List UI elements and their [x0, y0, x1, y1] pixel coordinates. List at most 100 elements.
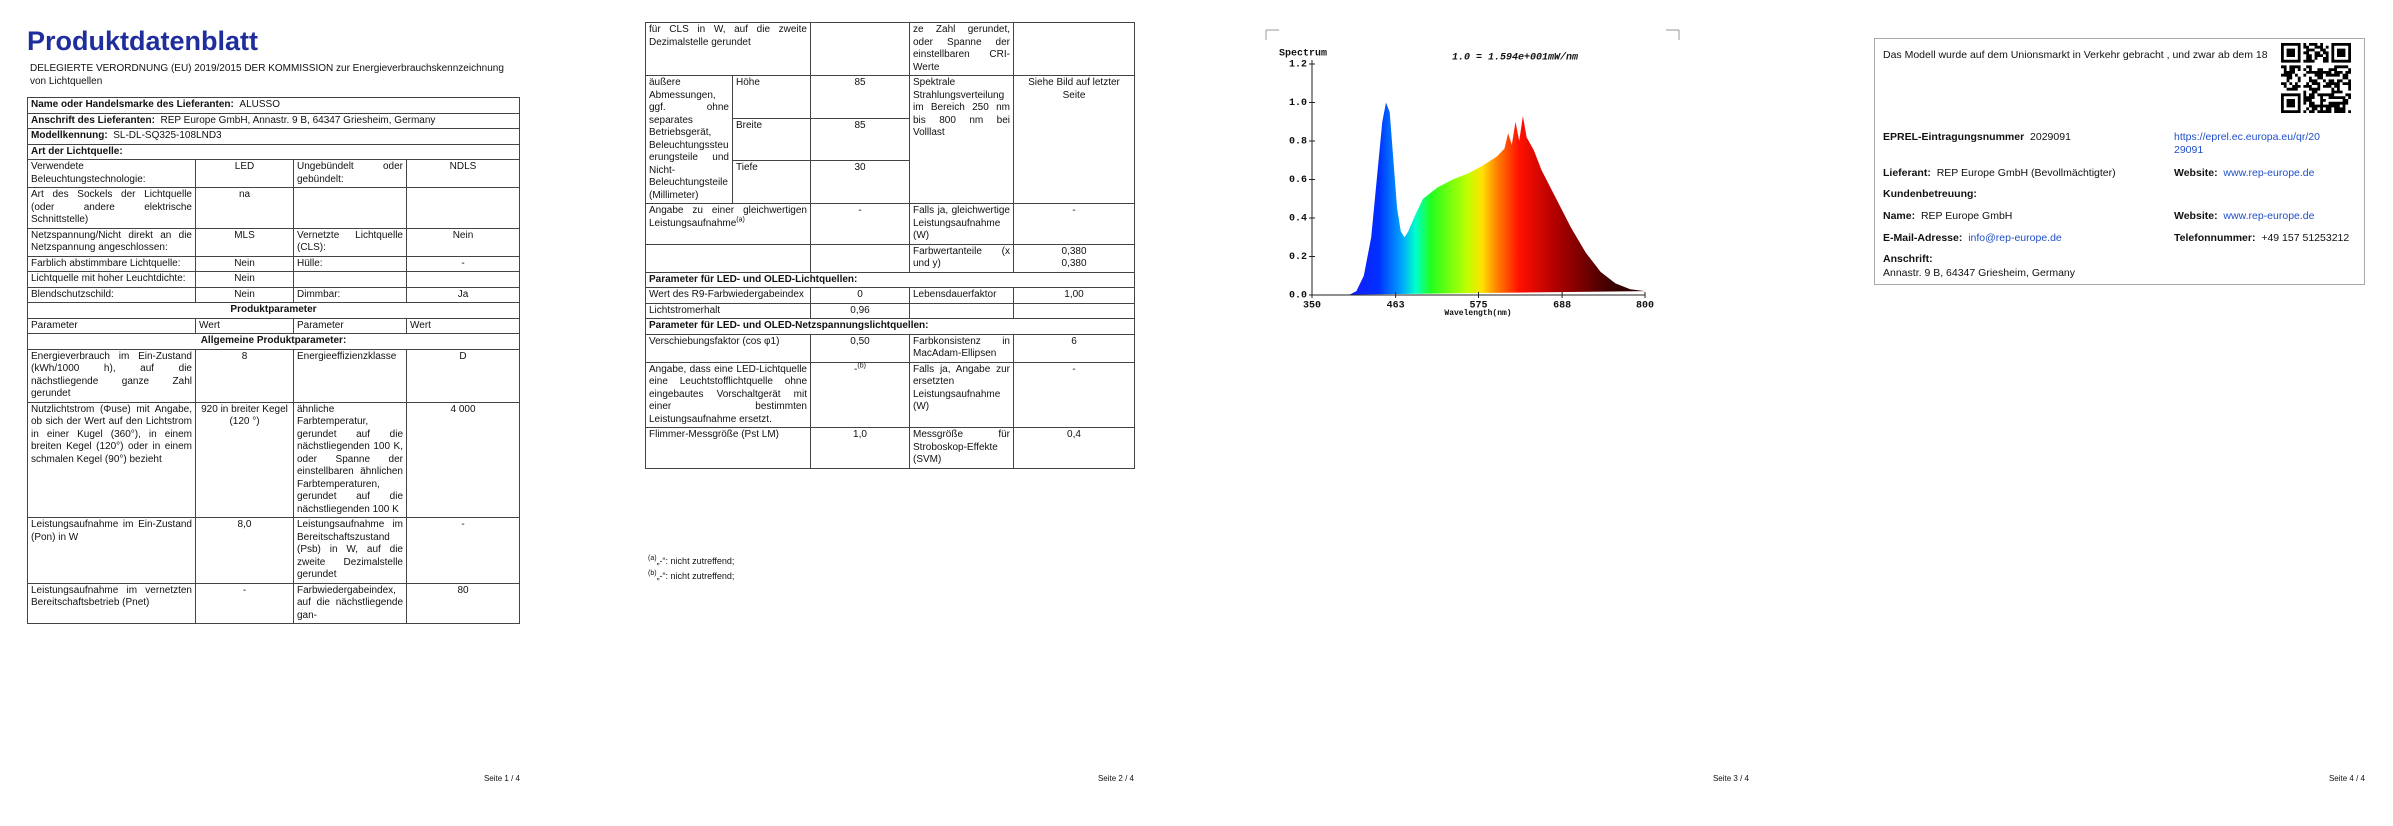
table-cell: ähnliche Farbtemperatur, gerundet auf di…	[293, 401, 407, 518]
field-label: Modellkennung:	[31, 130, 108, 141]
service-website: Website: www.rep-europe.de	[2174, 210, 2314, 222]
y-tick-label: 0.8	[1289, 137, 1307, 148]
field-label: Anschrift des Lieferanten:	[31, 114, 155, 126]
footnote-text: „-“: nicht zutreffend;	[656, 556, 735, 566]
field-value: REP Europe GmbH, Annastr. 9 B, 64347 Gri…	[160, 114, 436, 126]
table-row: Angabe zu einer gleichwertigen Leistungs…	[645, 203, 1135, 245]
table-cell: 8,0	[195, 517, 294, 584]
footnote: (b)„-“: nicht zutreffend;	[648, 570, 735, 581]
table-row: Breite 85	[646, 117, 1135, 162]
table-cell: -	[195, 582, 294, 624]
cell-text: Angabe zu einer gleichwertigen Leistungs…	[649, 205, 807, 229]
customer-service: Kundenbetreuung:	[1883, 188, 1977, 200]
field-value: REP Europe GmbH	[1920, 210, 2013, 222]
cell-text: -	[854, 363, 858, 375]
table-row: Art des Sockels der Lichtquelle (oder an…	[27, 187, 520, 229]
table-row: Verwendete Beleuchtungstechnologie: LED Un…	[27, 159, 520, 188]
address-label: Anschrift:	[1883, 253, 1933, 265]
table-row: Lichtquelle mit hoher Leuchtdichte: Nein	[27, 271, 520, 288]
table-cell	[810, 22, 910, 76]
field-label: Anschrift:	[1883, 253, 1933, 265]
field-label: Lieferant:	[1883, 167, 1931, 179]
table-cell: D	[406, 348, 520, 403]
table-row: Energieverbrauch im Ein-Zustand (kWh/100…	[27, 348, 520, 403]
website-link[interactable]: www.rep-europe.de	[2223, 210, 2315, 222]
market-notice: Das Modell wurde auf dem Unionsmarkt in …	[1883, 49, 2268, 61]
supplier: Lieferant: REP Europe GmbH (Bevollmächti…	[1883, 167, 2116, 179]
table-cell: Nutzlichtstrom (Φuse) mit Angabe, ob sic…	[27, 401, 196, 518]
table-row: Angabe, dass eine LED-Lichtquelle eine L…	[645, 361, 1135, 428]
table-cell: NDLS	[406, 159, 520, 188]
table-cell: Falls ja, gleichwertige Leistungsaufnahm…	[909, 203, 1014, 245]
email-link[interactable]: info@rep-europe.de	[1968, 232, 2062, 244]
x-tick-label: 800	[1636, 301, 1654, 312]
table-cell: 0,380 0,380	[1013, 243, 1135, 273]
page-number: Seite 1 / 4	[483, 774, 520, 783]
footnote-marker: (b)	[857, 362, 866, 370]
table-cell: Leistungsaufnahme im vernetzten Bereitsc…	[27, 582, 196, 624]
table-row: Wert des R9-Farbwiedergabeindex 0 Lebensda…	[645, 287, 1135, 304]
table-cell: Ungebündelt oder gebündelt:	[293, 159, 407, 188]
table-cell: äußere Abmessungen, ggf. ohne separates …	[645, 75, 733, 204]
table-cell: LED	[195, 159, 294, 188]
table-frame: Name oder Handelsmarke des Lieferanten: …	[27, 97, 521, 769]
table-row: Verschiebungsfaktor (cos φ1) 0,50 Farbkons…	[645, 333, 1135, 363]
table-row: Blendschutzschild: Nein Dimmbar: Ja	[27, 286, 520, 303]
table-cell: -(b)	[810, 361, 910, 428]
table-cell	[406, 187, 520, 229]
field-value: 2029091	[2030, 131, 2071, 143]
table-row: Netzspannung/Nicht direkt an die Netzspa…	[27, 227, 520, 257]
table-cell: Angabe, dass eine LED-Lichtquelle eine L…	[645, 361, 811, 428]
field-label: Name oder Handelsmarke des Lieferanten:	[31, 99, 234, 110]
y-tick-label: 1.2	[1289, 60, 1307, 71]
table-cell: -	[1013, 361, 1135, 428]
eprel-link[interactable]: https://eprel.ec.europa.eu/qr/2029091	[2174, 131, 2320, 156]
field-label: Website:	[2174, 210, 2218, 222]
page-corner-marks	[1265, 29, 1680, 40]
chart-title: Spectrum	[1279, 49, 1327, 60]
x-axis-label: Wavelength(nm)	[1444, 309, 1511, 318]
table-row: Parameter Wert Parameter Wert	[27, 317, 520, 334]
table-cell: -	[406, 517, 520, 584]
page-number: Seite 2 / 4	[1097, 774, 1134, 783]
table-cell	[645, 243, 811, 273]
website-link[interactable]: www.rep-europe.de	[2223, 167, 2315, 179]
table-cell: -	[1013, 203, 1135, 245]
x-tick-label: 688	[1553, 301, 1571, 312]
y-tick-label: 0.4	[1289, 214, 1307, 225]
table-row: Leistungsaufnahme im vernetzten Bereitsc…	[27, 582, 520, 624]
table-row: äußere Abmessungen, ggf. ohne separates …	[645, 75, 1135, 204]
page-number: Seite 4 / 4	[2328, 774, 2365, 783]
table-cell: Breite	[732, 117, 811, 162]
product-table: Name oder Handelsmarke des Lieferanten: …	[27, 97, 520, 624]
table-cell: 0,50	[810, 333, 910, 363]
y-tick-label: 0.6	[1289, 175, 1307, 186]
field-label: EPREL-Eintragungsnummer	[1883, 131, 2025, 143]
footnote-text: „-“: nicht zutreffend;	[656, 571, 735, 581]
table-cell: Messgröße für Stroboskop-Effekte (SVM)	[909, 427, 1014, 469]
table-cell: Verschiebungsfaktor (cos φ1)	[645, 333, 811, 363]
table-cell: Vernetzte Lichtquelle (CLS):	[293, 227, 407, 257]
table-cell: Falls ja, Angabe zur ersetzten Leistungs…	[909, 361, 1014, 428]
table-cell: Netzspannung/Nicht direkt an die Netzspa…	[27, 227, 196, 257]
y-tick-label: 0.2	[1289, 252, 1307, 263]
supplier-website: Website: www.rep-europe.de	[2174, 167, 2314, 179]
table-row: Flimmer-Messgröße (Pst LM) 1,0 Messgröße f…	[645, 427, 1135, 469]
phone: Telefonnummer: +49 157 51253212	[2174, 232, 2349, 244]
contact-name: Name: REP Europe GmbH	[1883, 210, 2012, 222]
table-cell: 80	[406, 582, 520, 624]
document-title: Produktdatenblatt	[27, 26, 259, 56]
table-row: Leistungsaufnahme im Ein-Zustand (Pon) i…	[27, 517, 520, 584]
email: E-Mail-Adresse: info@rep-europe.de	[1883, 232, 2062, 244]
table-row: Nutzlichtstrom (Φuse) mit Angabe, ob sic…	[27, 401, 520, 518]
field-value: REP Europe GmbH (Bevollmächtigter)	[1936, 167, 2116, 179]
product-table: für CLS in W, auf die zweite Dezimalstel…	[645, 22, 1135, 469]
table-cell: Siehe Bild auf letzter Seite	[1013, 75, 1135, 204]
table-cell: 85	[810, 75, 910, 119]
table-row: Farblich abstimmbare Lichtquelle: Nein Hül…	[27, 255, 520, 272]
table-cell: Angabe zu einer gleichwertigen Leistungs…	[645, 203, 811, 245]
table-row: für CLS in W, auf die zweite Dezimalstel…	[645, 22, 1135, 76]
